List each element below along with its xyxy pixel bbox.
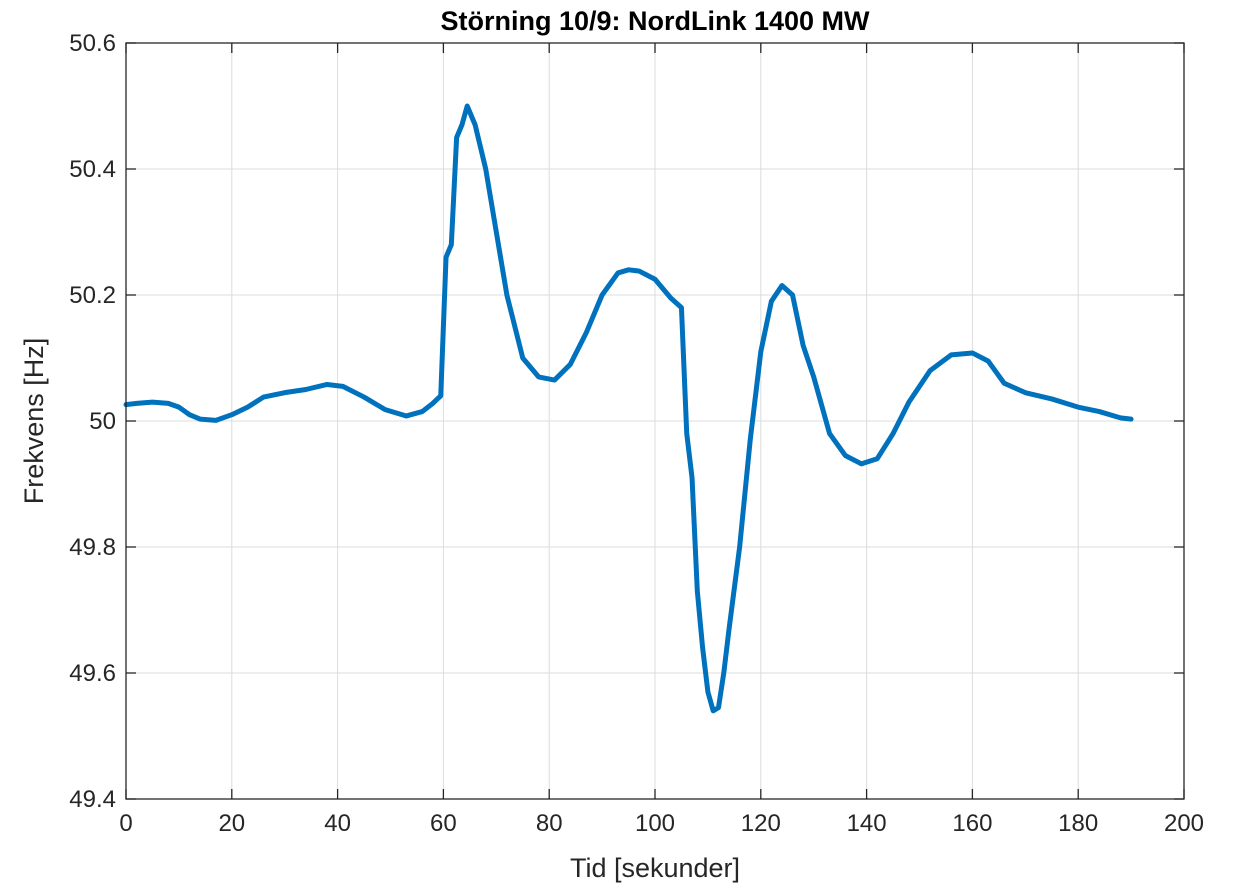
x-tick-label: 140 bbox=[847, 810, 887, 837]
y-tick-label: 49.6 bbox=[69, 660, 116, 687]
y-axis-ticks: 49.4 49.6 49.8 50 50.2 50.4 50.6 bbox=[69, 30, 1184, 813]
y-tick-label: 49.4 bbox=[69, 786, 116, 813]
y-tick-label: 50.6 bbox=[69, 30, 116, 57]
chart-title: Störning 10/9: NordLink 1400 MW bbox=[440, 6, 870, 36]
x-tick-label: 200 bbox=[1164, 810, 1204, 837]
x-tick-label: 160 bbox=[952, 810, 992, 837]
x-tick-label: 80 bbox=[536, 810, 563, 837]
x-tick-label: 60 bbox=[430, 810, 457, 837]
x-tick-label: 100 bbox=[635, 810, 675, 837]
x-tick-label: 120 bbox=[741, 810, 781, 837]
frequency-series-line bbox=[123, 103, 1134, 714]
y-axis-label: Frekvens [Hz] bbox=[19, 338, 49, 505]
y-tick-label: 50 bbox=[89, 408, 116, 435]
x-axis-label: Tid [sekunder] bbox=[570, 853, 740, 883]
y-tick-label: 50.4 bbox=[69, 156, 116, 183]
x-tick-label: 180 bbox=[1058, 810, 1098, 837]
x-tick-label: 40 bbox=[324, 810, 351, 837]
x-tick-label: 20 bbox=[218, 810, 245, 837]
y-tick-label: 50.2 bbox=[69, 282, 116, 309]
x-tick-label: 0 bbox=[119, 810, 132, 837]
x-axis-ticks: 0 20 40 60 80 100 120 140 160 180 200 bbox=[119, 43, 1204, 837]
y-tick-label: 49.8 bbox=[69, 534, 116, 561]
